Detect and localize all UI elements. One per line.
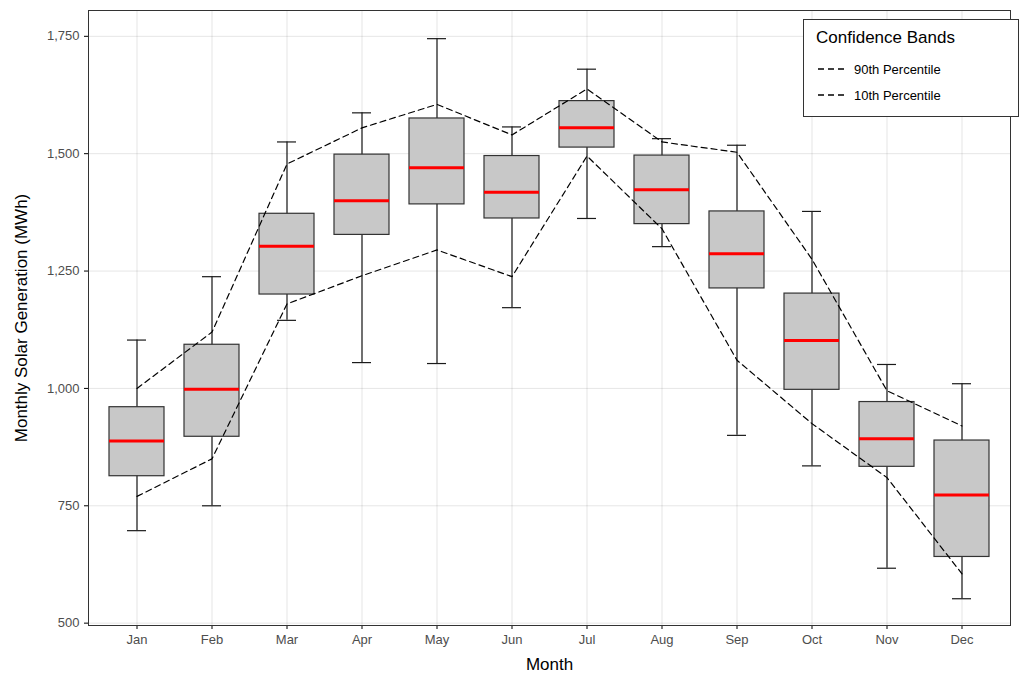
svg-text:Monthly Solar Generation (MWh): Monthly Solar Generation (MWh) (12, 194, 31, 442)
html-text:10th Percentile: 10th Percentile (854, 87, 941, 103)
svg-text:Mar: Mar (276, 632, 299, 647)
svg-text:Sep: Sep (725, 632, 748, 647)
svg-text:Jun: Jun (502, 632, 523, 647)
svg-text:Jan: Jan (127, 632, 148, 647)
svg-text:Jul: Jul (579, 632, 596, 647)
svg-text:1,250: 1,250 (47, 263, 80, 278)
svg-text:May: May (425, 632, 450, 647)
svg-text:500: 500 (58, 615, 80, 630)
svg-text:1,500: 1,500 (47, 146, 80, 161)
svg-text:Apr: Apr (352, 632, 373, 647)
svg-text:Feb: Feb (201, 632, 223, 647)
svg-text:1,750: 1,750 (47, 28, 80, 43)
html-text:Confidence Bands: Confidence Bands (816, 28, 955, 47)
svg-text:Oct: Oct (802, 632, 823, 647)
svg-text:1,000: 1,000 (47, 381, 80, 396)
svg-text:Aug: Aug (650, 632, 673, 647)
svg-text:Month: Month (526, 655, 573, 674)
svg-text:750: 750 (58, 498, 80, 513)
svg-text:Nov: Nov (875, 632, 899, 647)
svg-text:Dec: Dec (950, 632, 974, 647)
html-text:90th Percentile: 90th Percentile (854, 61, 941, 77)
